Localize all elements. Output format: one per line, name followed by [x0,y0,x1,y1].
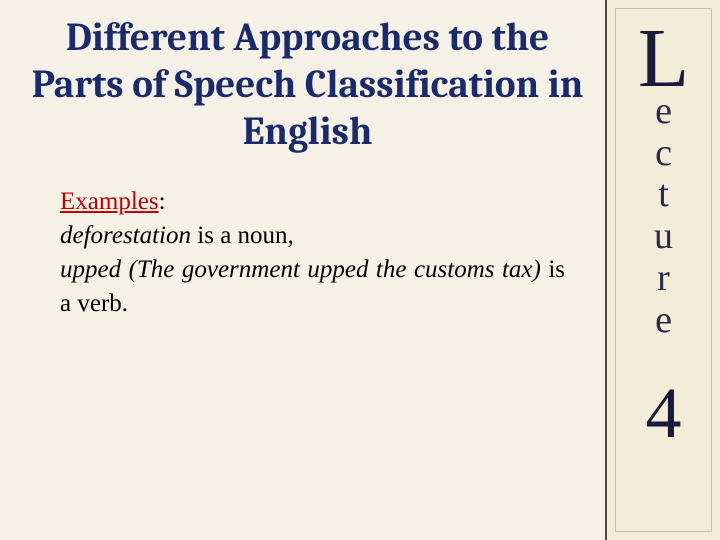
examples-label: Examples [60,188,159,215]
lecture-letter-t: t [658,174,669,216]
lecture-letter-r: r [657,258,670,300]
lecture-letter-e2: e [655,300,672,342]
example2-word: upped (The government upped the customs … [60,256,541,283]
sidebar-inner: L e c t u r e 4 [615,8,712,532]
lecture-letter-c: c [655,133,672,175]
lecture-letter-L: L [638,19,689,99]
sidebar: L e c t u r e 4 [605,0,720,540]
example1-word: deforestation [60,222,191,249]
lecture-letter-u: u [654,216,673,258]
lecture-letter-e: e [655,91,672,133]
slide-title: Different Approaches to the Parts of Spe… [20,15,595,155]
example1-rest: is a noun, [191,222,294,249]
colon: : [159,188,166,215]
slide-body: Examples: deforestation is a noun, upped… [20,185,595,320]
main-content: Different Approaches to the Parts of Spe… [20,15,595,320]
lecture-number: 4 [646,372,682,455]
